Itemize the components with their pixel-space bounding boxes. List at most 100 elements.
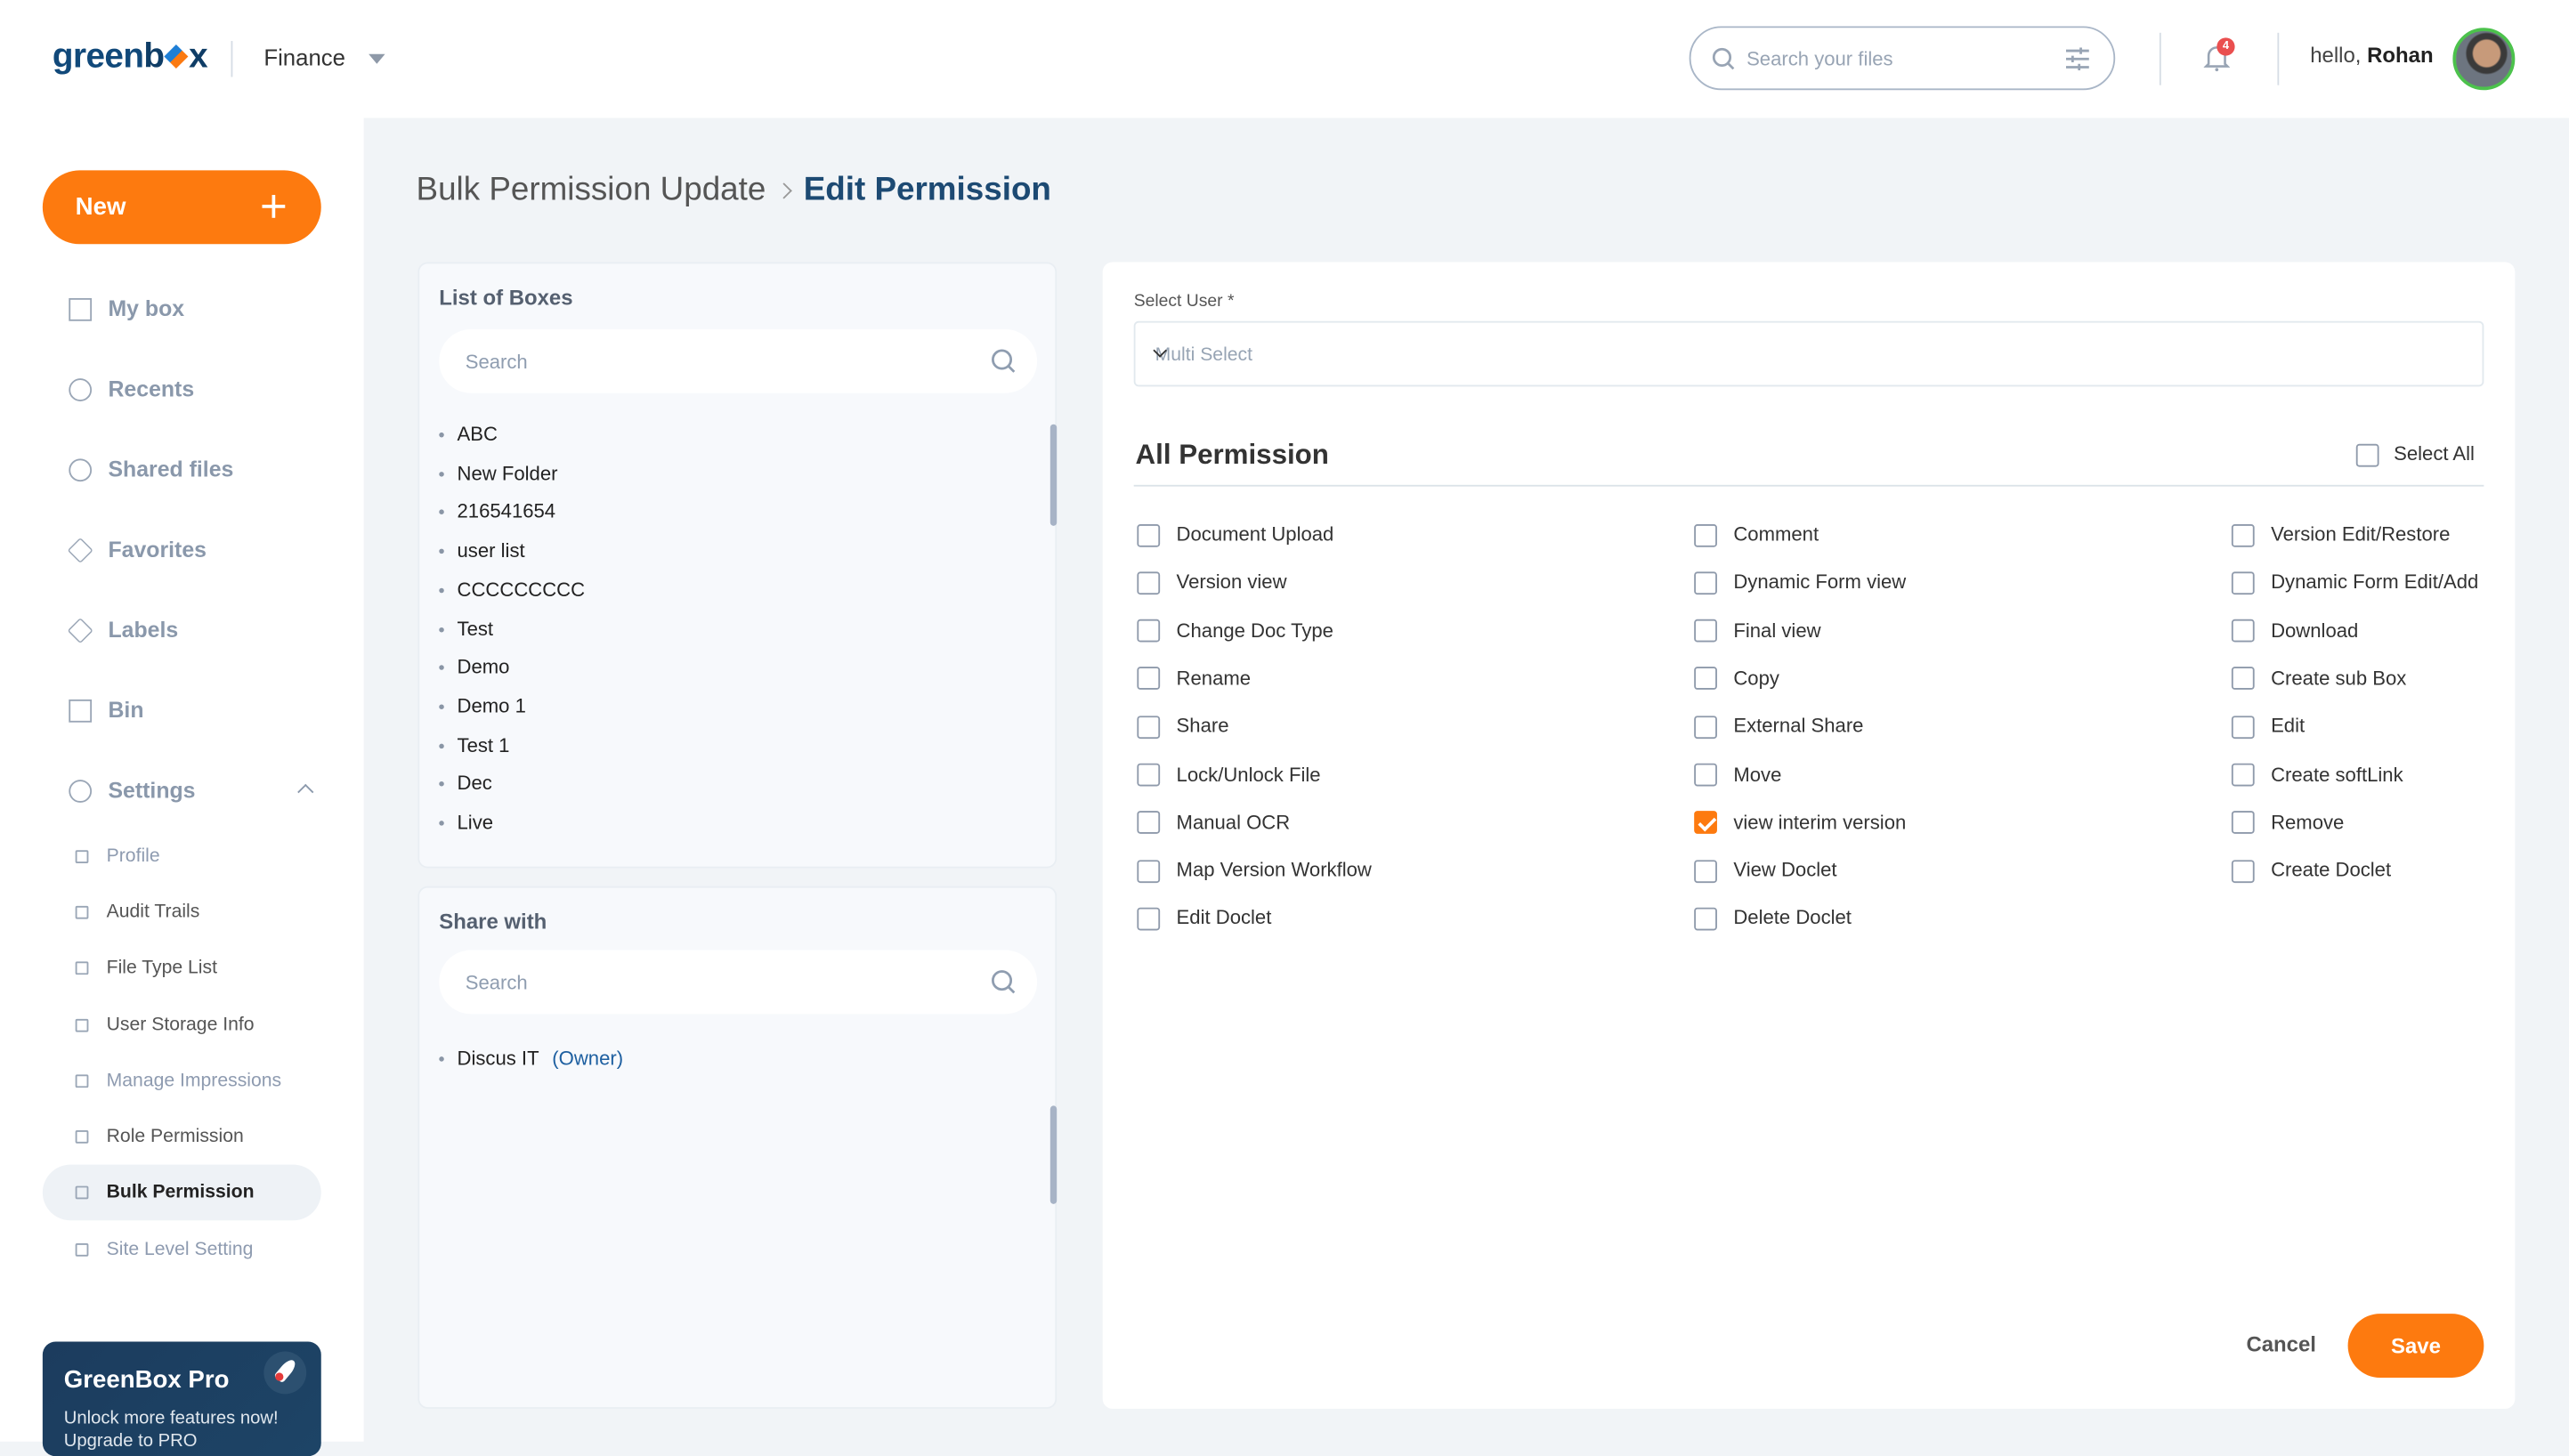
box-list-item[interactable]: 216541654 <box>439 500 555 525</box>
settings-item-audit-trails[interactable]: Audit Trails <box>75 901 199 924</box>
select-user-dropdown[interactable]: Multi Select <box>1133 320 2484 387</box>
box-list-item[interactable]: ABC <box>439 423 498 448</box>
checkbox[interactable] <box>1137 907 1161 931</box>
checkbox[interactable] <box>2231 859 2255 883</box>
permission-edit[interactable]: Edit <box>2231 715 2305 740</box>
breadcrumb-parent[interactable]: Bulk Permission Update <box>416 172 766 208</box>
workspace-selector[interactable]: Finance <box>263 44 346 71</box>
checkbox[interactable] <box>2231 715 2255 739</box>
checkbox[interactable] <box>1137 523 1161 546</box>
settings-item-profile[interactable]: Profile <box>75 845 160 869</box>
checkbox[interactable] <box>2231 763 2255 787</box>
permission-map-version-workflow[interactable]: Map Version Workflow <box>1137 859 1372 884</box>
checkbox[interactable] <box>1137 859 1161 883</box>
box-list-item[interactable]: New Folder <box>439 461 557 486</box>
permission-final-view[interactable]: Final view <box>1694 619 1821 643</box>
filter-sliders-icon[interactable] <box>2064 47 2090 71</box>
permission-delete-doclet[interactable]: Delete Doclet <box>1694 907 1852 932</box>
cancel-button[interactable]: Cancel <box>2246 1331 2316 1357</box>
box-list-item[interactable]: Demo 1 <box>439 694 526 719</box>
permission-external-share[interactable]: External Share <box>1694 715 1863 740</box>
permission-lock-unlock-file[interactable]: Lock/Unlock File <box>1137 763 1321 788</box>
permission-version-edit-restore[interactable]: Version Edit/Restore <box>2231 522 2450 547</box>
sidebar-item-my-box[interactable]: My box <box>69 295 184 324</box>
checkbox[interactable] <box>1137 619 1161 643</box>
checkbox[interactable] <box>1137 667 1161 691</box>
settings-item-file-type-list[interactable]: File Type List <box>75 957 217 980</box>
settings-item-manage-impressions[interactable]: Manage Impressions <box>75 1070 281 1093</box>
checkbox[interactable] <box>1694 715 1717 739</box>
permission-create-doclet[interactable]: Create Doclet <box>2231 859 2391 884</box>
settings-item-site-level-setting[interactable]: Site Level Setting <box>75 1238 254 1261</box>
permission-dynamic-form-view[interactable]: Dynamic Form view <box>1694 570 1906 595</box>
box-list-item[interactable]: Test 1 <box>439 733 509 758</box>
checkbox[interactable] <box>2231 667 2255 691</box>
share-search-input[interactable]: Search <box>439 950 1038 1015</box>
box-list-item[interactable]: CCCCCCCCC <box>439 578 585 603</box>
sidebar-item-shared-files[interactable]: Shared files <box>69 456 233 485</box>
sidebar-item-labels[interactable]: Labels <box>67 616 178 645</box>
box-list-item[interactable]: Dec <box>439 772 492 797</box>
scrollbar[interactable] <box>1049 424 1058 526</box>
avatar[interactable] <box>2452 28 2516 91</box>
box-list-item[interactable]: Test <box>439 617 493 642</box>
checkbox[interactable] <box>2231 619 2255 643</box>
checkbox[interactable] <box>2231 523 2255 546</box>
share-item[interactable]: Discus IT (Owner) <box>439 1047 623 1072</box>
pro-upgrade-card[interactable]: GreenBox Pro Unlock more features now! U… <box>42 1341 321 1456</box>
new-button[interactable]: New <box>42 170 321 245</box>
bullet <box>439 627 444 632</box>
permission-document-upload[interactable]: Document Upload <box>1137 522 1333 547</box>
checkbox[interactable] <box>1694 619 1717 643</box>
permission-create-softlink[interactable]: Create softLink <box>2231 763 2403 788</box>
greenbox-logo[interactable]: greenb x <box>52 37 208 76</box>
save-button[interactable]: Save <box>2347 1314 2484 1378</box>
checkbox[interactable] <box>1694 811 1717 835</box>
permission-dynamic-form-edit-add[interactable]: Dynamic Form Edit/Add <box>2231 570 2478 595</box>
box-list-item[interactable]: Live <box>439 811 493 836</box>
permission-change-doc-type[interactable]: Change Doc Type <box>1137 619 1333 643</box>
checkbox[interactable] <box>1137 715 1161 739</box>
permission-view-doclet[interactable]: View Doclet <box>1694 859 1837 884</box>
settings-item-role-permission[interactable]: Role Permission <box>75 1125 244 1148</box>
checkbox[interactable] <box>1694 763 1717 787</box>
permission-copy[interactable]: Copy <box>1694 667 1779 692</box>
checkbox[interactable] <box>1694 667 1717 691</box>
checkbox[interactable] <box>1137 763 1161 787</box>
search-icon[interactable] <box>992 349 1017 374</box>
permission-version-view[interactable]: Version view <box>1137 570 1287 595</box>
checkbox[interactable] <box>1694 570 1717 595</box>
sidebar-item-favorites[interactable]: Favorites <box>67 536 207 565</box>
checkbox[interactable] <box>2231 811 2255 835</box>
checkbox[interactable] <box>1694 907 1717 931</box>
scrollbar[interactable] <box>1049 1105 1058 1204</box>
permission-edit-doclet[interactable]: Edit Doclet <box>1137 907 1271 932</box>
caret-down-icon[interactable] <box>369 53 385 64</box>
permission-remove[interactable]: Remove <box>2231 811 2344 836</box>
permission-download[interactable]: Download <box>2231 619 2358 643</box>
checkbox[interactable] <box>1694 859 1717 883</box>
search-icon[interactable] <box>992 970 1017 995</box>
permission-view-interim-version[interactable]: view interim version <box>1694 811 1906 836</box>
checkbox[interactable] <box>1137 811 1161 835</box>
select-all-checkbox[interactable]: Select All <box>2355 442 2475 467</box>
settings-item-bulk-permission[interactable]: Bulk Permission <box>75 1181 255 1204</box>
permission-comment[interactable]: Comment <box>1694 522 1819 547</box>
boxes-search-input[interactable]: Search <box>439 328 1038 393</box>
box-list-item[interactable]: user list <box>439 539 525 564</box>
box-list-item[interactable]: Demo <box>439 656 509 681</box>
checkbox[interactable] <box>1694 523 1717 546</box>
settings-item-user-storage-info[interactable]: User Storage Info <box>75 1014 255 1037</box>
permission-move[interactable]: Move <box>1694 763 1781 788</box>
checkbox[interactable] <box>1137 570 1161 595</box>
sidebar-item-settings[interactable]: Settings <box>69 776 196 805</box>
permission-create-sub-box[interactable]: Create sub Box <box>2231 667 2406 692</box>
sidebar-item-recents[interactable]: Recents <box>69 375 194 404</box>
permission-share[interactable]: Share <box>1137 715 1229 740</box>
permission-rename[interactable]: Rename <box>1137 667 1251 692</box>
sidebar-item-bin[interactable]: Bin <box>69 696 144 725</box>
search-files-input[interactable]: Search your files <box>1689 26 2116 91</box>
checkbox[interactable] <box>2355 442 2379 466</box>
permission-manual-ocr[interactable]: Manual OCR <box>1137 811 1290 836</box>
checkbox[interactable] <box>2231 570 2255 595</box>
